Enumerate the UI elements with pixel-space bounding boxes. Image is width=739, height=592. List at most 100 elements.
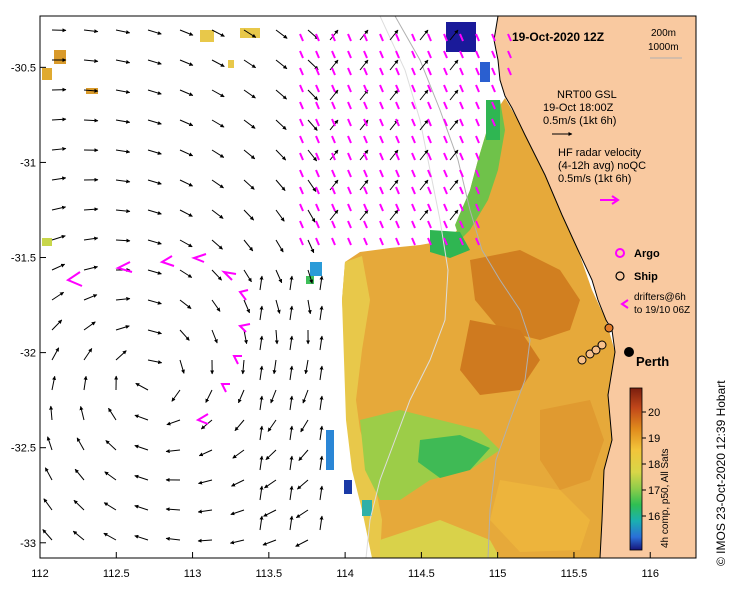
colorbar-caption: 4h comp, p50, All Sats (660, 448, 671, 548)
model-arrow (389, 179, 399, 191)
model-arrow (211, 59, 225, 68)
model-arrow (319, 455, 324, 471)
model-arrow (329, 179, 339, 191)
model-arrow (51, 263, 66, 271)
radar-arrow (395, 118, 400, 127)
model-arrow (319, 425, 324, 441)
radar-arrow (411, 33, 416, 42)
model-arrow (389, 29, 399, 41)
radar-arrow (331, 237, 336, 246)
model-arrow (419, 179, 429, 191)
radar-arrow (299, 118, 304, 127)
model-arrow (179, 59, 194, 66)
model-arrow (259, 305, 264, 321)
model-arrow (243, 269, 252, 283)
model-arrow (319, 305, 324, 321)
radar-arrow (299, 84, 304, 93)
radar-arrow (491, 67, 496, 76)
radar-arrow (395, 135, 400, 144)
radar-arrow (491, 101, 496, 110)
radar-arrow (443, 169, 448, 178)
model-arrow (147, 119, 162, 125)
model-arrow (270, 389, 277, 404)
model-arrow (272, 359, 277, 375)
model-arrow (51, 234, 66, 241)
model-arrow (104, 471, 117, 481)
model-arrow (179, 89, 194, 96)
model-arrow (147, 59, 162, 65)
radar-arrow (347, 118, 352, 127)
radar-arrow (379, 67, 384, 76)
model-arrow (147, 179, 162, 185)
model-arrow (243, 209, 255, 221)
radar-arrow (379, 101, 384, 110)
model-arrow (419, 59, 429, 71)
model-arrow (134, 534, 149, 541)
radar-arrow (459, 203, 464, 212)
model-arrow (307, 299, 312, 315)
model-arrow (51, 146, 67, 151)
model-arrow (197, 509, 213, 514)
model-arrow (51, 319, 63, 331)
model-arrow (211, 239, 223, 250)
model-arrow (51, 117, 67, 122)
model-arrow (44, 467, 53, 481)
model-arrow (198, 479, 213, 485)
model-arrow (304, 359, 309, 375)
model-arrow (243, 119, 256, 129)
model-arrow (147, 359, 163, 365)
model-arrow (319, 485, 324, 501)
radar-arrow (363, 169, 368, 178)
y-axis: -30.5 -31 -31.5 -32 -32.5 -33 (11, 62, 46, 550)
radar-arrow (347, 203, 352, 212)
radar-arrow (427, 220, 432, 229)
x-tick-label: 114 (336, 568, 354, 580)
model-arrow (289, 395, 294, 411)
plot-frame (39, 15, 697, 559)
radar-arrow (427, 186, 432, 195)
radar-arrow (347, 220, 352, 229)
model-arrow (259, 365, 264, 381)
model-arrow (76, 437, 85, 451)
model-arrow (319, 335, 324, 351)
radar-arrow (299, 67, 304, 76)
model-arrow (275, 299, 281, 314)
x-tick-label: 114.5 (408, 568, 435, 580)
model-arrow (307, 239, 315, 254)
radar-arrow (379, 237, 384, 246)
model-arrow (43, 498, 53, 511)
x-tick-label: 115.5 (561, 568, 588, 580)
model-arrow (134, 444, 149, 451)
x-tick-label: 112 (31, 568, 49, 580)
model-arrow (243, 329, 248, 345)
radar-arrow (411, 67, 416, 76)
radar-arrow (315, 169, 320, 178)
model-arrow (319, 365, 324, 381)
radar-arrow (347, 169, 352, 178)
radar-arrow (411, 135, 416, 144)
model-arrow (389, 209, 399, 221)
model-arrow (165, 507, 181, 512)
radar-arrow (379, 135, 384, 144)
radar-arrow (331, 220, 336, 229)
radar-arrow (411, 84, 416, 93)
radar-arrow (507, 67, 512, 76)
model-arrow (298, 449, 309, 461)
radar-arrow (443, 33, 448, 42)
radar-arrow (475, 101, 480, 110)
radar-arrow (315, 135, 320, 144)
model-arrow (329, 149, 339, 161)
radar-arrow (395, 220, 400, 229)
model-arrow (259, 455, 264, 471)
radar-arrow (299, 152, 304, 161)
radar-arrow (459, 169, 464, 178)
radar-arrow (427, 33, 432, 42)
model-arrow (419, 29, 429, 41)
model-arrow (359, 179, 369, 191)
model-arrow (275, 29, 288, 39)
model-arrow (275, 209, 285, 222)
model-arrow (147, 149, 162, 155)
isobath-legend-200m: 200m (651, 28, 676, 39)
radar-arrow (427, 101, 432, 110)
radar-arrow (331, 118, 336, 127)
